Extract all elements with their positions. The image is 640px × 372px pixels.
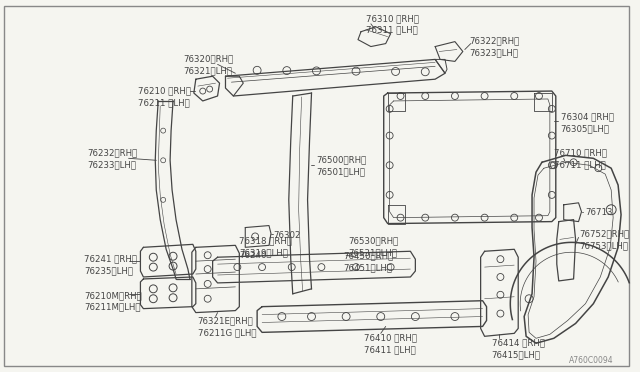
Text: 76318 〈RH〉
76319〈LH〉: 76318 〈RH〉 76319〈LH〉 bbox=[239, 237, 292, 257]
Text: 76410 〈RH〉
76411 〈LH〉: 76410 〈RH〉 76411 〈LH〉 bbox=[364, 333, 417, 354]
Text: 76713: 76713 bbox=[586, 208, 613, 217]
Text: 76450〈RH〉
76451〈LH〉: 76450〈RH〉 76451〈LH〉 bbox=[343, 251, 394, 272]
Text: 76321E〈RH〉
76211G 〈LH〉: 76321E〈RH〉 76211G 〈LH〉 bbox=[198, 317, 256, 337]
Text: 76530〈RH〉
76531〈LH〉: 76530〈RH〉 76531〈LH〉 bbox=[348, 237, 398, 257]
Text: 76232〈RH〉
76233〈LH〉: 76232〈RH〉 76233〈LH〉 bbox=[87, 148, 137, 169]
Text: 76210M〈RH〉
76211M〈LH〉: 76210M〈RH〉 76211M〈LH〉 bbox=[84, 291, 142, 312]
Text: 76752〈RH〉
76753〈LH〉: 76752〈RH〉 76753〈LH〉 bbox=[580, 230, 630, 250]
Text: 76302: 76302 bbox=[273, 231, 300, 240]
Text: A760C0094: A760C0094 bbox=[568, 356, 613, 365]
Text: 76322〈RH〉
76323〈LH〉: 76322〈RH〉 76323〈LH〉 bbox=[470, 37, 520, 57]
Text: 76710 〈RH〉
76711 〈LH〉: 76710 〈RH〉 76711 〈LH〉 bbox=[554, 148, 607, 169]
Text: 76210 〈RH〉
76211 〈LH〉: 76210 〈RH〉 76211 〈LH〉 bbox=[138, 86, 191, 107]
Text: 76320〈RH〉
76321〈LH〉: 76320〈RH〉 76321〈LH〉 bbox=[183, 54, 233, 75]
Text: 76414 〈RH〉
76415〈LH〉: 76414 〈RH〉 76415〈LH〉 bbox=[492, 338, 545, 359]
Text: 76304 〈RH〉
76305〈LH〉: 76304 〈RH〉 76305〈LH〉 bbox=[561, 113, 614, 134]
Text: 76500〈RH〉
76501〈LH〉: 76500〈RH〉 76501〈LH〉 bbox=[316, 155, 367, 176]
Text: 76310 〈RH〉
76311 〈LH〉: 76310 〈RH〉 76311 〈LH〉 bbox=[366, 14, 419, 35]
Text: 76241 〈RH〉
76235〈LH〉: 76241 〈RH〉 76235〈LH〉 bbox=[84, 254, 137, 275]
Text: 76240: 76240 bbox=[239, 251, 267, 260]
